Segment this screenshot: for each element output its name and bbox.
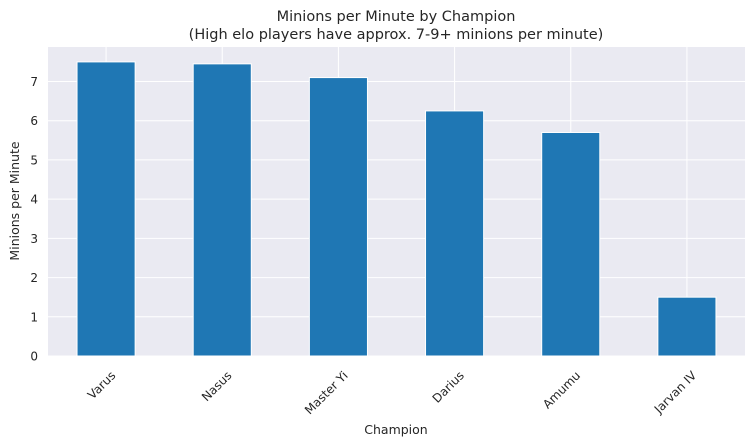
y-tick-label: 2: [30, 271, 38, 285]
x-tick-label: Darius: [430, 368, 467, 405]
plot-area: [48, 47, 745, 356]
bar-master-yi: [308, 77, 368, 357]
x-tick-label: Jarvan IV: [651, 368, 700, 417]
y-tick-label: 7: [30, 75, 38, 89]
x-tick-label: Master Yi: [302, 368, 351, 417]
x-tick-labels: Varus Nasus Master Yi Darius Amumu Jarvan IV: [85, 368, 700, 417]
y-tick-label: 3: [30, 232, 38, 246]
chart-title: Minions per Minute by Champion: [277, 9, 516, 25]
x-tick-label: Varus: [85, 368, 119, 402]
y-axis-label: Minions per Minute: [7, 141, 22, 260]
x-tick-label: Nasus: [199, 368, 235, 404]
bar-varus: [76, 61, 136, 357]
bar-nasus: [192, 63, 252, 357]
x-tick-label: Amumu: [540, 368, 583, 411]
y-tick-label: 6: [30, 114, 38, 128]
bar-darius: [425, 110, 485, 357]
y-tick-label: 5: [30, 153, 38, 167]
y-tick-label: 1: [30, 310, 38, 324]
y-tick-label: 4: [30, 193, 38, 207]
x-axis-label: Champion: [364, 422, 427, 437]
chart-subtitle: (High elo players have approx. 7-9+ mini…: [189, 27, 604, 43]
bars: [76, 61, 717, 357]
y-tick-labels: 0 1 2 3 4 5 6 7: [30, 75, 38, 363]
bar-amumu: [541, 131, 601, 357]
bar-jarvan-iv: [657, 296, 717, 357]
y-tick-label: 0: [30, 350, 38, 364]
